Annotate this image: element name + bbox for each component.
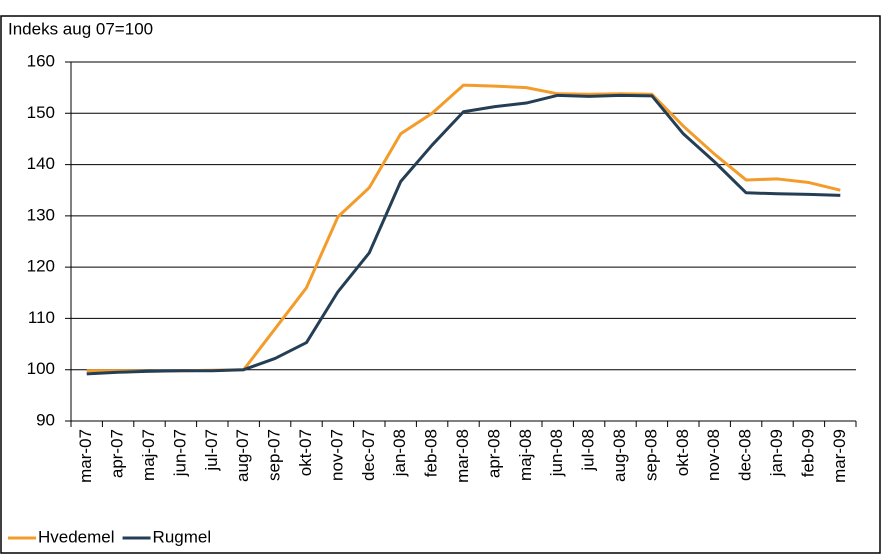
x-tick-label: nov-08 (704, 429, 723, 481)
x-tick-label: mar-07 (76, 429, 95, 483)
x-tick-label: dec-08 (736, 429, 755, 481)
series-line (86, 93, 841, 376)
x-tick-label: mar-09 (830, 429, 849, 483)
x-tick-label: mar-08 (453, 429, 472, 483)
y-tick-label: 90 (36, 410, 55, 429)
y-tick-label: 120 (27, 257, 55, 276)
x-tick-label: nov-07 (327, 429, 346, 481)
x-tick-label: maj-08 (516, 429, 535, 481)
x-tick-label: feb-09 (798, 429, 817, 477)
x-tick-label: aug-07 (233, 429, 252, 482)
x-tick-label: jan-09 (767, 429, 786, 477)
x-tick-label: jan-08 (390, 429, 409, 477)
x-tick-label: jul-08 (579, 429, 598, 472)
y-tick-label: 140 (27, 154, 55, 173)
x-tick-label: okt-07 (296, 429, 315, 476)
y-tick-label: 130 (27, 205, 55, 224)
x-tick-label: maj-07 (139, 429, 158, 481)
legend-label: Hvedemel (38, 527, 115, 546)
x-tick-label: okt-08 (673, 429, 692, 476)
x-tick-label: jul-07 (202, 429, 221, 472)
legend-label: Rugmel (153, 527, 212, 546)
y-tick-label: 110 (28, 308, 55, 327)
y-tick-label: 100 (27, 359, 55, 378)
x-tick-label: sep-08 (641, 429, 660, 481)
series-line (86, 83, 841, 373)
x-tick-label: sep-07 (265, 429, 284, 481)
frame (0, 15, 881, 554)
x-tick-label: apr-07 (108, 429, 127, 478)
x-tick-label: aug-08 (610, 429, 629, 482)
x-tick-label: jun-08 (547, 429, 566, 477)
x-tick-label: feb-08 (422, 429, 441, 477)
y-tick-label: 150 (27, 103, 55, 122)
chart-title: Indeks aug 07=100 (8, 19, 153, 38)
x-tick-label: dec-07 (359, 429, 378, 481)
x-tick-label: jun-07 (170, 429, 189, 477)
x-tick-label: apr-08 (484, 429, 503, 478)
y-tick-label: 160 (27, 51, 55, 70)
